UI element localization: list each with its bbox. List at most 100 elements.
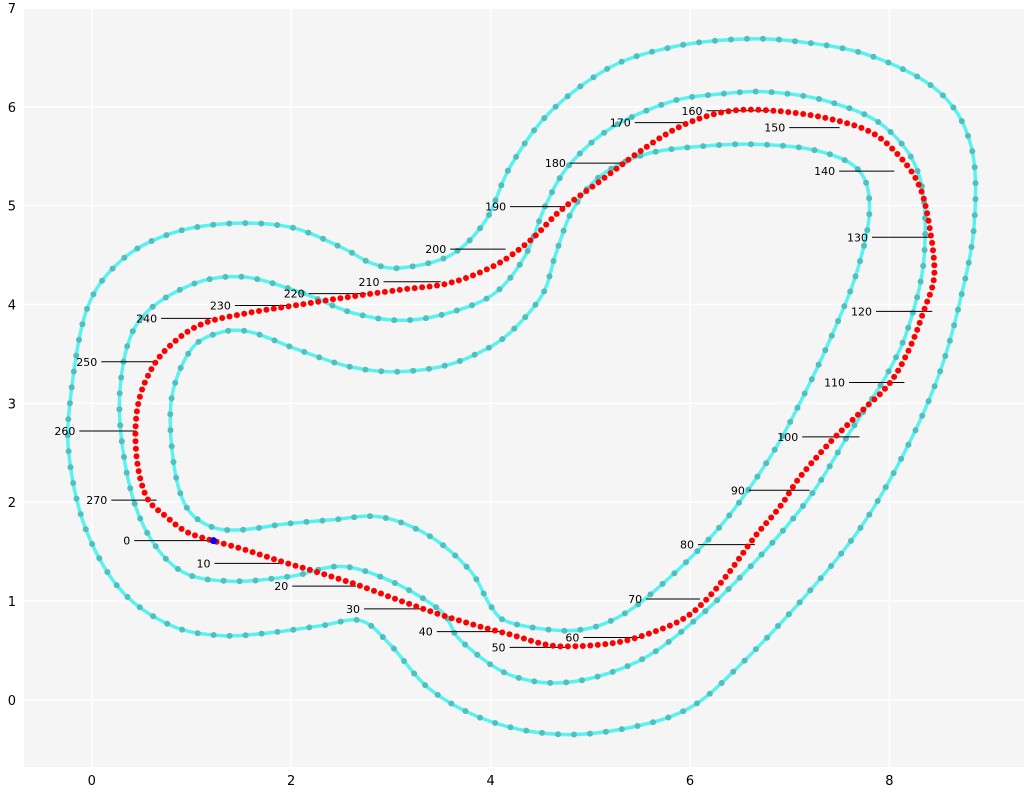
waypoint-label: 260 <box>54 425 75 438</box>
waypoint-marker <box>235 544 242 551</box>
inner-border-marker <box>286 343 293 350</box>
outer-border-marker <box>368 622 375 629</box>
waypoint-marker <box>557 643 564 650</box>
outer-border-marker <box>950 104 957 111</box>
inner-border-marker <box>732 141 739 148</box>
start-marker <box>209 537 217 545</box>
waypoint-marker <box>535 639 542 646</box>
center-line-marker <box>329 302 336 309</box>
inner-border-marker <box>319 517 326 524</box>
waypoint-marker <box>815 113 821 120</box>
waypoint-marker <box>497 259 504 266</box>
center-line-marker <box>500 669 507 676</box>
center-line-marker <box>905 324 912 331</box>
inner-border-marker <box>316 354 323 361</box>
outer-border-marker <box>633 53 640 60</box>
waypoint-marker <box>624 637 631 644</box>
waypoint-marker <box>172 521 179 528</box>
waypoint-marker <box>513 633 520 640</box>
waypoint-marker <box>248 309 255 316</box>
outer-border-marker <box>507 724 514 731</box>
waypoint-marker <box>413 603 420 610</box>
inner-border-marker <box>287 520 294 527</box>
inner-border-marker <box>852 273 859 280</box>
inner-border-marker <box>659 580 666 587</box>
center-line-marker <box>689 93 696 100</box>
waypoint-label: 60 <box>565 632 579 645</box>
inner-border-marker <box>545 626 552 633</box>
waypoint-marker <box>220 540 227 547</box>
outer-border-marker <box>290 626 297 633</box>
center-line-marker <box>469 302 475 309</box>
inner-border-marker <box>705 536 712 543</box>
center-line-marker <box>116 390 123 397</box>
waypoint-label: 200 <box>425 243 446 256</box>
outer-border-marker <box>109 265 116 272</box>
outer-border-marker <box>955 306 961 313</box>
waypoint-marker <box>631 635 638 642</box>
inner-border-marker <box>541 288 548 295</box>
y-tick-label: 6 <box>8 101 16 116</box>
waypoint-label: 270 <box>86 494 107 507</box>
center-line-marker <box>736 89 743 96</box>
waypoint-marker <box>477 623 484 630</box>
center-line-marker <box>885 368 892 375</box>
waypoint-marker <box>389 287 396 294</box>
center-line-marker <box>875 119 882 125</box>
waypoint-marker <box>161 348 168 354</box>
center-line-marker <box>191 280 198 287</box>
outer-border-marker <box>665 714 672 721</box>
center-line-marker <box>149 303 156 310</box>
outer-border-marker <box>448 700 455 707</box>
waypoint-marker <box>134 460 141 467</box>
waypoint-marker <box>270 305 277 312</box>
waypoint-marker <box>167 342 173 349</box>
waypoint-marker <box>233 312 240 319</box>
waypoint-marker <box>931 262 938 269</box>
center-line-marker <box>747 563 754 570</box>
waypoint-marker <box>886 380 893 386</box>
waypoint-marker <box>930 277 937 284</box>
waypoint-marker <box>722 573 729 580</box>
center-line-marker <box>779 527 786 534</box>
center-line-marker <box>162 294 169 301</box>
waypoint-marker <box>703 596 710 603</box>
outer-border-marker <box>866 511 873 518</box>
outer-border-marker <box>857 524 864 531</box>
waypoint-marker <box>178 333 185 339</box>
center-line-marker <box>921 247 928 253</box>
center-line-marker <box>474 651 481 658</box>
waypoint-marker <box>643 143 650 150</box>
center-line-marker <box>920 262 927 269</box>
waypoint-marker <box>139 386 146 393</box>
waypoint-marker <box>172 337 179 344</box>
waypoint-marker <box>542 641 549 648</box>
waypoint-marker <box>448 615 455 622</box>
inner-border-marker <box>303 518 310 525</box>
waypoint-marker <box>740 106 747 113</box>
waypoint-marker <box>197 321 204 328</box>
waypoint-marker <box>851 122 858 129</box>
waypoint-marker <box>763 520 770 527</box>
outer-border-marker <box>73 352 80 359</box>
waypoint-marker <box>228 542 235 549</box>
outer-border-marker <box>401 658 407 664</box>
waypoint-marker <box>263 553 270 560</box>
inner-border-marker <box>532 301 539 308</box>
waypoint-marker <box>813 454 820 461</box>
waypoint-marker <box>891 373 898 380</box>
center-line-marker <box>462 641 469 648</box>
outer-border-marker <box>179 626 186 633</box>
center-line-marker <box>507 274 514 281</box>
outer-border-marker <box>744 35 750 42</box>
outer-border-marker <box>694 700 700 707</box>
waypoint-marker <box>133 453 140 460</box>
waypoint-marker <box>607 170 614 177</box>
center-line-marker <box>220 577 227 584</box>
waypoint-marker <box>139 482 146 489</box>
waypoint-marker <box>589 183 596 190</box>
outer-border-marker <box>937 368 944 375</box>
waypoint-label: 250 <box>76 356 97 369</box>
outer-border-marker <box>379 634 386 640</box>
center-line-marker <box>162 555 169 562</box>
